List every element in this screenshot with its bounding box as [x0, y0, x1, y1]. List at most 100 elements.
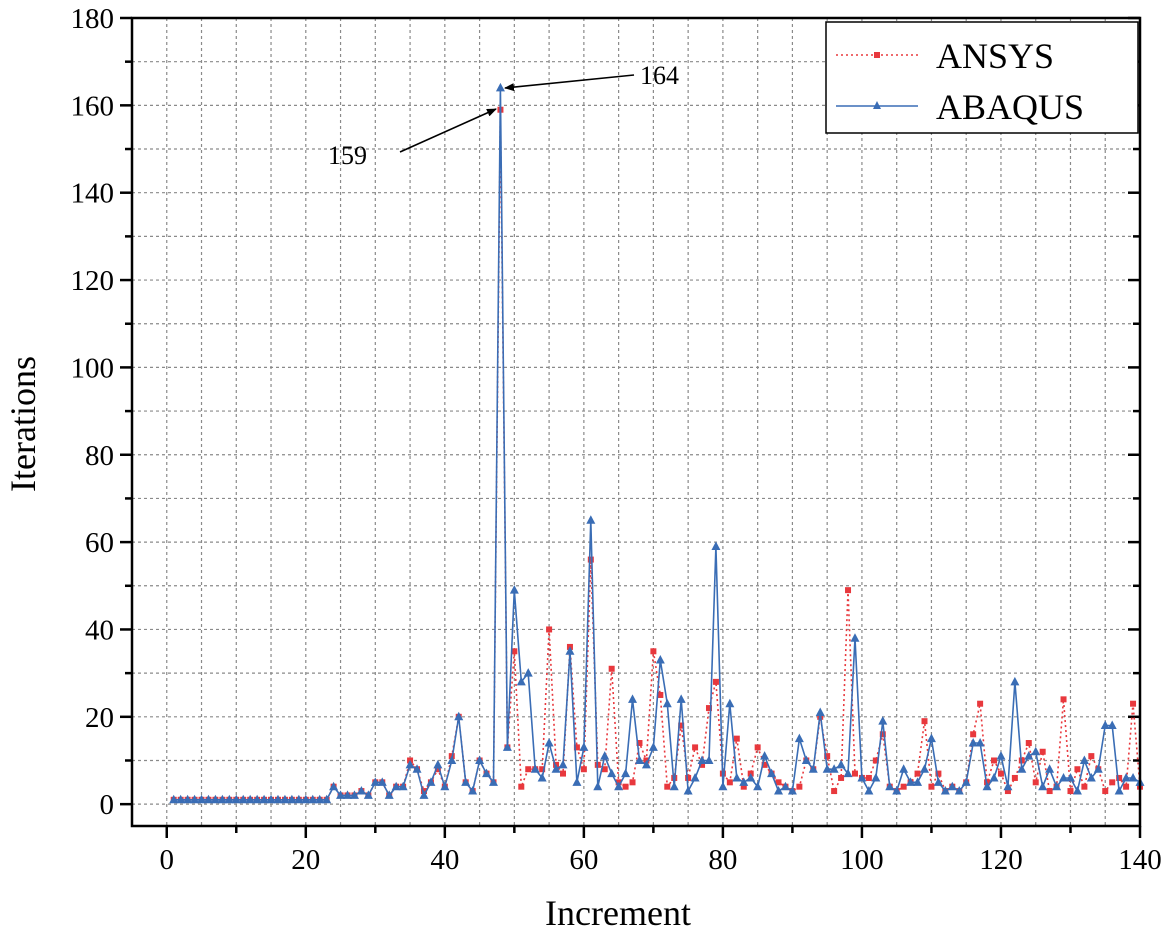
data-point-ansys	[539, 766, 546, 773]
legend-ansys-label: ANSYS	[936, 36, 1054, 76]
data-point-abaqus	[468, 786, 478, 795]
data-point-ansys	[733, 735, 740, 742]
data-point-abaqus	[1128, 772, 1138, 782]
data-point-abaqus	[808, 764, 818, 773]
data-point-abaqus	[343, 790, 353, 799]
data-point-ansys	[685, 774, 692, 781]
data-point-abaqus	[363, 790, 373, 799]
y-tick-label: 180	[71, 3, 115, 35]
data-point-abaqus	[572, 777, 582, 786]
data-point-abaqus	[926, 733, 936, 743]
data-point-abaqus	[704, 755, 714, 764]
data-point-abaqus	[370, 777, 380, 786]
data-point-ansys	[824, 753, 831, 760]
data-point-ansys	[761, 761, 768, 768]
data-point-abaqus	[725, 698, 735, 708]
data-point-ansys	[921, 718, 928, 725]
data-point-abaqus	[579, 742, 589, 751]
data-point-abaqus	[676, 694, 686, 703]
data-point-abaqus	[488, 777, 498, 786]
x-tick-label: 40	[430, 844, 459, 876]
data-point-abaqus	[440, 781, 450, 791]
data-point-ansys	[657, 691, 664, 698]
y-axis-label: Iterations	[3, 356, 43, 492]
data-point-abaqus	[1065, 772, 1075, 782]
x-axis-label: Increment	[545, 893, 691, 933]
plot-frame	[130, 16, 1142, 828]
data-point-ansys	[699, 761, 706, 768]
data-point-ansys	[664, 783, 671, 790]
data-point-ansys	[928, 783, 935, 790]
series-layer	[169, 82, 1145, 804]
data-point-ansys	[991, 757, 998, 764]
series-line-abaqus	[173, 87, 1141, 801]
data-point-ansys	[692, 744, 699, 751]
data-point-ansys	[1004, 788, 1011, 795]
axis-ticks: 0 20 40 60 80 100 120 140 0 20 40 60 80 100 120 140 160 1…	[71, 3, 1162, 876]
data-point-ansys	[914, 770, 921, 777]
data-point-abaqus	[892, 786, 902, 795]
data-point-ansys	[1109, 779, 1116, 786]
x-tick-label: 120	[979, 844, 1023, 876]
annotations: 164 159	[328, 61, 679, 170]
data-point-abaqus	[878, 716, 888, 725]
data-point-ansys	[1116, 774, 1123, 781]
data-point-abaqus	[718, 781, 728, 791]
x-tick-label: 0	[160, 844, 175, 876]
data-point-abaqus	[836, 759, 846, 769]
data-point-abaqus	[252, 794, 262, 804]
data-point-abaqus	[433, 759, 443, 769]
data-point-abaqus	[871, 772, 881, 782]
data-point-abaqus	[565, 646, 575, 655]
data-point-ansys	[900, 783, 907, 790]
data-point-abaqus	[864, 786, 874, 795]
data-point-abaqus	[607, 768, 617, 778]
data-point-abaqus	[669, 781, 679, 791]
data-point-abaqus	[801, 755, 811, 764]
data-point-ansys	[705, 705, 712, 712]
data-point-abaqus	[662, 698, 672, 708]
data-point-ansys	[1130, 700, 1137, 707]
data-point-abaqus	[940, 786, 950, 795]
annotation-label-164: 164	[640, 61, 679, 90]
data-point-abaqus	[217, 794, 227, 804]
data-point-abaqus	[982, 781, 992, 791]
legend-box	[825, 21, 1139, 134]
data-point-abaqus	[815, 707, 825, 716]
data-point-ansys	[636, 740, 643, 747]
data-point-abaqus	[238, 794, 248, 804]
data-point-abaqus	[1045, 764, 1055, 773]
y-tick-label: 20	[85, 702, 114, 734]
data-point-abaqus	[266, 794, 276, 804]
data-point-abaqus	[280, 794, 290, 804]
data-point-ansys	[977, 700, 984, 707]
data-point-ansys	[970, 731, 977, 738]
data-point-abaqus	[641, 759, 651, 769]
data-point-abaqus	[447, 755, 457, 764]
data-point-abaqus	[516, 676, 526, 686]
data-point-abaqus	[245, 794, 255, 804]
data-point-abaqus	[231, 794, 241, 804]
data-point-abaqus	[1024, 751, 1034, 760]
data-point-abaqus	[176, 794, 186, 804]
data-point-abaqus	[711, 541, 721, 550]
data-point-abaqus	[1107, 720, 1117, 730]
data-point-abaqus	[287, 794, 297, 804]
data-point-abaqus	[899, 764, 909, 773]
data-point-abaqus	[648, 742, 658, 751]
data-point-abaqus	[273, 794, 283, 804]
data-point-abaqus	[482, 768, 492, 778]
data-point-ansys	[518, 783, 525, 790]
data-point-abaqus	[1003, 781, 1013, 791]
data-point-ansys	[1067, 788, 1074, 795]
data-point-abaqus	[537, 772, 547, 782]
data-point-abaqus	[1093, 764, 1103, 773]
data-point-abaqus	[1121, 772, 1131, 782]
y-tick-label: 140	[71, 178, 115, 210]
data-point-ansys	[845, 587, 852, 594]
data-point-abaqus	[502, 742, 512, 751]
data-point-abaqus	[954, 786, 964, 795]
data-point-abaqus	[996, 751, 1006, 760]
data-point-abaqus	[822, 764, 832, 773]
data-point-ansys	[1032, 779, 1039, 786]
